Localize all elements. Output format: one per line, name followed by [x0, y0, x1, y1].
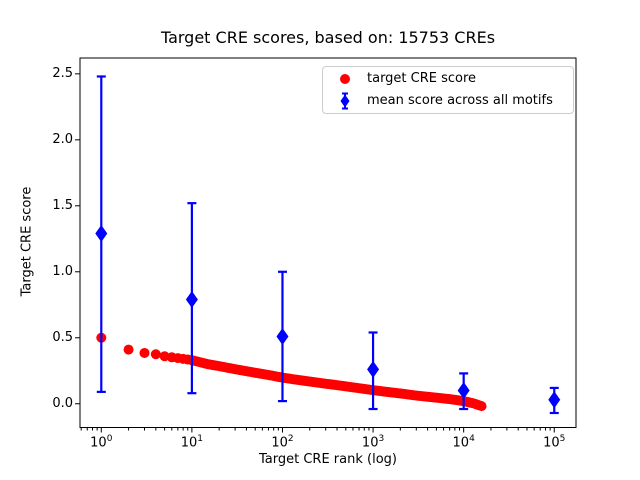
x-tick-label: 105: [543, 434, 566, 451]
y-axis-label: Target CRE score: [19, 186, 35, 297]
blue-diamond-point: [367, 360, 380, 378]
y-tick-label: 1.0: [52, 263, 73, 279]
y-tick-label: 1.5: [52, 197, 73, 213]
blue-diamond-point: [276, 327, 289, 345]
y-tick-label: 2.5: [52, 65, 73, 81]
x-tick-label: 102: [271, 434, 294, 451]
legend-item-target-cre-score: target CRE score: [323, 69, 573, 89]
red-data-point: [123, 344, 134, 355]
x-axis-label: Target CRE rank (log): [259, 452, 397, 467]
y-tick-label: 0.0: [52, 395, 73, 411]
legend-label: target CRE score: [367, 71, 477, 86]
legend-red-dot: [340, 74, 350, 84]
red-data-point: [139, 347, 150, 358]
x-tick-label: 101: [180, 434, 204, 451]
x-tick-label: 103: [361, 434, 385, 451]
y-tick-label: 2.0: [52, 131, 73, 147]
blue-diamond-point: [95, 225, 108, 243]
diamond-errorbar-icon: [323, 91, 367, 111]
x-tick-label: 100: [90, 434, 113, 451]
chart-title: Target CRE scores, based on: 15753 CREs: [160, 28, 496, 47]
blue-diamond-point: [185, 290, 198, 308]
blue-diamond-point: [457, 382, 470, 400]
x-tick-label: 104: [452, 434, 475, 451]
legend-item-mean-score: mean score across all motifs: [323, 91, 573, 111]
legend-blue-diamond: [340, 94, 350, 108]
legend-label: mean score across all motifs: [367, 93, 553, 108]
red-data-point: [476, 401, 487, 412]
axes-spines: [79, 57, 577, 428]
red-data-point: [150, 349, 161, 360]
y-tick-label: 0.5: [52, 329, 73, 345]
legend: target CRE score mean score across all m…: [322, 66, 574, 114]
blue-diamond-point: [548, 391, 561, 409]
circle-icon: [323, 72, 367, 86]
